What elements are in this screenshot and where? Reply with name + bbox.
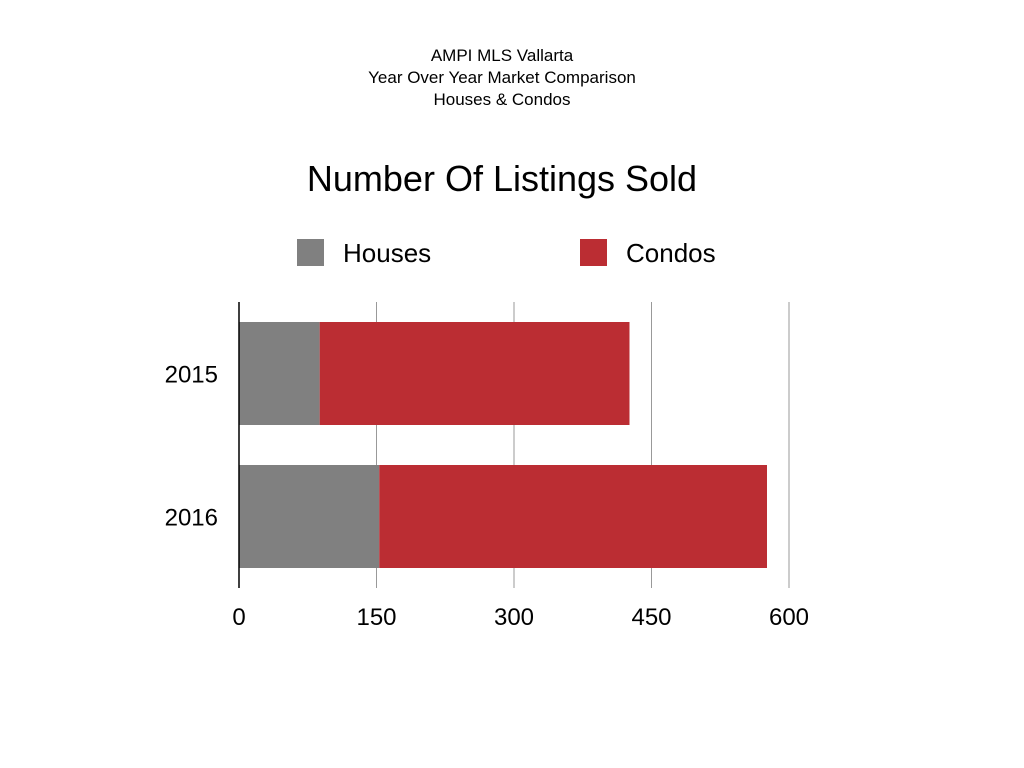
chart-title: Number Of Listings Sold — [307, 158, 697, 199]
header-line-1: AMPI MLS Vallarta — [430, 46, 574, 65]
tick-labels: 0 150 300 450 600 2015 2016 — [165, 362, 809, 632]
chart-legend: Houses Condos — [297, 238, 716, 268]
bars — [239, 322, 767, 568]
legend-swatch-condos — [580, 239, 607, 266]
x-tick-label-300: 300 — [494, 604, 534, 631]
legend-label-houses: Houses — [343, 238, 431, 268]
chart-header: AMPI MLS Vallarta Year Over Year Market … — [0, 45, 1004, 111]
header-line-2: Year Over Year Market Comparison — [368, 68, 636, 87]
legend-label-condos: Condos — [626, 238, 716, 268]
legend-swatch-houses — [297, 239, 324, 266]
x-tick-label-150: 150 — [356, 604, 396, 631]
bar-houses-2016 — [239, 465, 380, 568]
x-tick-label-0: 0 — [232, 604, 245, 631]
bar-condos-2015 — [319, 322, 630, 425]
header-line-3: Houses & Condos — [433, 90, 571, 109]
bar-condos-2016 — [379, 465, 767, 568]
x-tick-label-450: 450 — [631, 604, 671, 631]
y-tick-label-2016: 2016 — [165, 505, 218, 532]
x-tick-label-600: 600 — [769, 604, 809, 631]
bar-houses-2015 — [239, 322, 320, 425]
y-tick-label-2015: 2015 — [165, 362, 218, 389]
